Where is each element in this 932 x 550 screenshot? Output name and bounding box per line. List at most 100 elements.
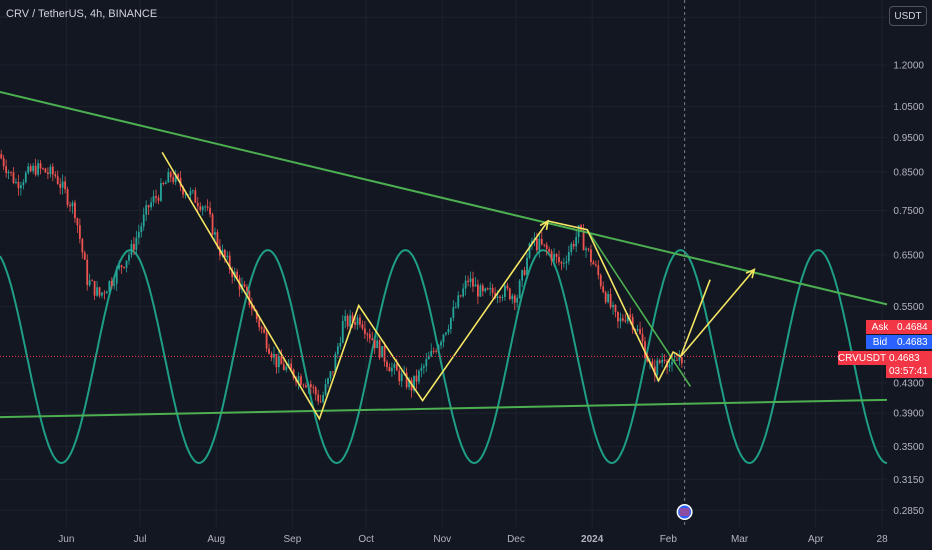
candle-body — [201, 206, 204, 210]
x-tick-label: Feb — [660, 534, 678, 545]
candle-body — [457, 295, 460, 308]
candle-body — [558, 256, 560, 263]
candle-body — [327, 378, 329, 385]
candle-body — [290, 363, 293, 370]
candle-body — [236, 271, 239, 278]
candle-body — [656, 360, 659, 376]
candle-body — [221, 249, 224, 256]
candle-body — [663, 359, 666, 361]
candle-body — [110, 280, 113, 286]
candle-body — [172, 177, 175, 183]
candle-body — [78, 225, 81, 239]
y-tick-label: 0.3150 — [893, 475, 924, 486]
candle-body — [496, 296, 499, 299]
candle-body — [113, 283, 116, 286]
candle-body — [621, 318, 624, 321]
candle-body — [5, 166, 8, 174]
candle-body — [280, 356, 283, 365]
candle-body — [540, 238, 543, 245]
candle-body — [386, 361, 388, 368]
candle-body — [250, 305, 253, 310]
candle-body — [484, 288, 487, 292]
candle-body — [324, 384, 327, 395]
candle-body — [481, 285, 484, 292]
trendlines — [0, 90, 888, 419]
candle-body — [575, 237, 578, 247]
candle-body — [145, 205, 148, 215]
candle-body — [400, 373, 403, 382]
candle-body — [66, 189, 69, 205]
candle-body — [191, 190, 194, 192]
candle-body — [447, 329, 450, 333]
candle-body — [275, 354, 278, 368]
x-tick-label: Apr — [808, 534, 824, 545]
candle-body — [96, 287, 98, 296]
candle-body — [322, 394, 325, 403]
x-tick-label: Nov — [433, 534, 451, 545]
candle-body — [29, 166, 32, 172]
candle-body — [32, 165, 35, 172]
candle-body — [646, 357, 649, 362]
candle-body — [565, 261, 568, 264]
ask-price-tag: Ask 0.4684 — [838, 320, 932, 334]
candle-body — [155, 196, 157, 198]
candle-body — [142, 214, 145, 227]
candle-body — [56, 176, 59, 184]
candle-body — [199, 206, 202, 210]
candle-body — [336, 346, 339, 355]
candle-body — [572, 244, 575, 247]
candle-body — [538, 238, 541, 251]
bar-countdown: 03:57:41 — [886, 364, 932, 378]
candle-body — [319, 401, 322, 403]
candle-body — [81, 238, 84, 253]
candle-body — [543, 244, 546, 246]
candle-body — [435, 351, 438, 352]
candle-body — [147, 205, 150, 208]
candle-body — [368, 334, 371, 339]
candle-body — [332, 371, 334, 373]
candle-body — [619, 318, 622, 322]
candle-body — [491, 287, 494, 293]
candle-body — [285, 366, 288, 371]
candle-body — [76, 218, 79, 226]
candle-body — [317, 394, 320, 402]
candle-body — [174, 174, 177, 183]
candle-body — [226, 255, 229, 258]
candle-body — [560, 262, 563, 264]
bid-label: Bid — [866, 335, 894, 349]
y-tick-label: 0.7500 — [893, 206, 924, 217]
candle-body — [597, 265, 600, 276]
candle-body — [164, 182, 167, 185]
candle-body — [265, 332, 268, 349]
candle-body — [137, 232, 140, 238]
candle-body — [15, 181, 17, 183]
candle-body — [381, 346, 383, 358]
candle-body — [594, 264, 597, 266]
candle-body — [334, 354, 337, 373]
symbol-title[interactable]: CRV / TetherUS, 4h, BINANCE — [6, 8, 158, 20]
candle-body — [228, 255, 231, 270]
currency-button[interactable]: USDT — [889, 6, 927, 26]
candle-body — [0, 154, 3, 159]
price-axis: 1.40001.20001.05000.95000.85000.75000.65… — [893, 13, 924, 517]
candle-body — [462, 288, 465, 297]
candle-body — [346, 316, 349, 327]
y-tick-label: 0.9500 — [893, 133, 924, 144]
candle-body — [511, 295, 514, 300]
candle-body — [49, 166, 52, 175]
y-tick-label: 1.0500 — [893, 102, 924, 113]
candle-body — [535, 238, 538, 251]
candle-body — [98, 287, 101, 296]
candle-body — [636, 328, 639, 331]
candle-body — [582, 230, 585, 251]
candle-body — [501, 296, 504, 298]
candle-body — [74, 202, 76, 219]
candle-body — [629, 314, 632, 317]
candle-body — [437, 345, 440, 352]
candle-body — [177, 174, 180, 178]
candle-body — [680, 357, 683, 364]
candle-body — [420, 367, 423, 371]
candle-body — [39, 163, 42, 169]
chart-overlays — [0, 0, 887, 527]
